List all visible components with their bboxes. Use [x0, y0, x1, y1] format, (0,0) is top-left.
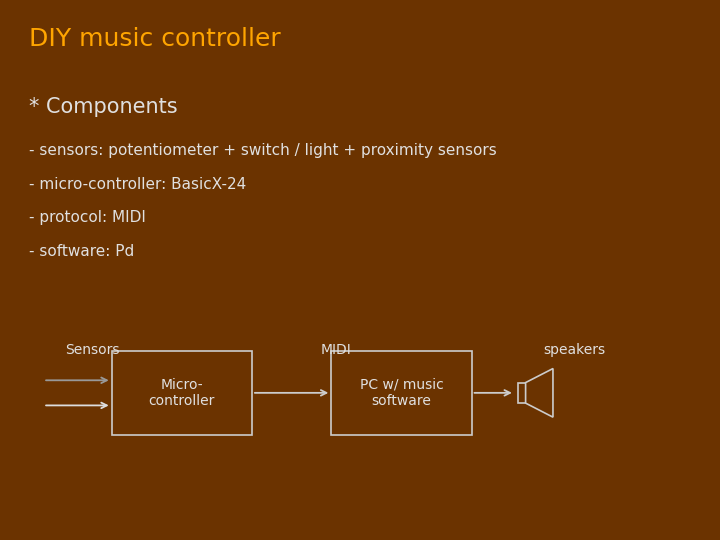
Text: Sensors: Sensors [65, 343, 120, 357]
Text: * Components: * Components [29, 97, 177, 117]
Polygon shape [518, 382, 526, 403]
Text: DIY music controller: DIY music controller [29, 27, 281, 51]
Text: - software: Pd: - software: Pd [29, 244, 134, 259]
FancyBboxPatch shape [331, 351, 472, 435]
FancyBboxPatch shape [112, 351, 252, 435]
Text: PC w/ music
software: PC w/ music software [359, 378, 444, 408]
Text: Micro-
controller: Micro- controller [148, 378, 215, 408]
Text: - micro-controller: BasicX-24: - micro-controller: BasicX-24 [29, 177, 246, 192]
Text: - protocol: MIDI: - protocol: MIDI [29, 210, 145, 225]
Polygon shape [526, 368, 553, 417]
Text: speakers: speakers [544, 343, 606, 357]
Text: MIDI: MIDI [320, 343, 351, 357]
Text: - sensors: potentiometer + switch / light + proximity sensors: - sensors: potentiometer + switch / ligh… [29, 143, 497, 158]
